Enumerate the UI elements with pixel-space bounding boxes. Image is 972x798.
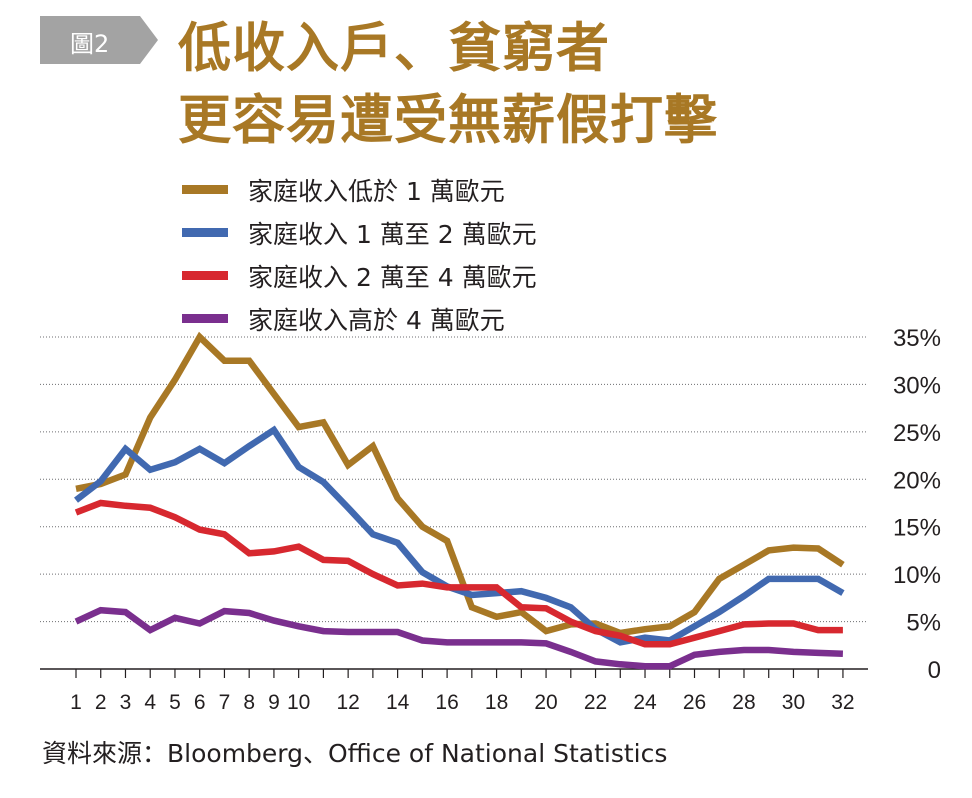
series-line-2 (74, 425, 845, 646)
x-tick-label: 18 (485, 691, 508, 714)
legend-item-series-1: 家庭收入低於 1 萬歐元 (182, 168, 537, 211)
series-line-4 (74, 606, 844, 670)
source-note: 資料來源：Bloomberg、Office of National Statis… (42, 739, 668, 768)
legend-swatch-series-3 (182, 271, 228, 280)
x-tick-label: 6 (194, 691, 206, 714)
chart-legend: 家庭收入低於 1 萬歐元 家庭收入 1 萬至 2 萬歐元 家庭收入 2 萬至 4… (182, 168, 537, 340)
series-line-1 (75, 331, 845, 637)
y-tick-label: 15% (893, 515, 941, 542)
x-tick-label: 9 (268, 691, 280, 714)
y-tick-label: 0 (928, 657, 941, 684)
x-tick-label: 20 (534, 691, 557, 714)
x-tick-label: 16 (435, 691, 458, 714)
y-tick-label: 20% (893, 467, 941, 494)
x-tick-label: 32 (831, 691, 854, 714)
x-tick-label: 3 (120, 691, 132, 714)
y-tick-label: 35% (893, 325, 941, 352)
chart-title-line-1: 低收入戶、貧窮者 (178, 17, 610, 79)
figure-number-label: 圖2 (70, 30, 110, 58)
legend-item-series-4: 家庭收入高於 4 萬歐元 (182, 297, 537, 340)
legend-swatch-series-4 (182, 314, 228, 323)
x-tick-label: 28 (732, 691, 755, 714)
legend-label-series-2: 家庭收入 1 萬至 2 萬歐元 (248, 219, 537, 249)
y-tick-label: 5% (906, 610, 941, 637)
legend-label-series-1: 家庭收入低於 1 萬歐元 (248, 176, 505, 206)
legend-label-series-3: 家庭收入 2 萬至 4 萬歐元 (248, 262, 537, 292)
x-tick-label: 24 (633, 691, 657, 714)
legend-item-series-2: 家庭收入 1 萬至 2 萬歐元 (182, 211, 537, 254)
y-tick-label: 30% (893, 372, 941, 399)
legend-swatch-series-1 (182, 185, 228, 194)
x-tick-label: 22 (584, 691, 607, 714)
figure-tag-arrow-shape (40, 16, 158, 64)
x-tick-label: 30 (782, 691, 805, 714)
x-tick-label: 14 (386, 691, 410, 714)
x-tick-label: 2 (95, 691, 107, 714)
x-tick-label: 8 (243, 691, 255, 714)
legend-label-series-4: 家庭收入高於 4 萬歐元 (248, 305, 505, 335)
x-tick-label: 26 (683, 691, 706, 714)
x-tick-label: 4 (144, 691, 156, 714)
series-line-3 (74, 499, 843, 648)
x-tick-label: 12 (336, 691, 359, 714)
legend-item-series-3: 家庭收入 2 萬至 4 萬歐元 (182, 254, 537, 297)
x-tick-label: 5 (169, 691, 181, 714)
x-tick-label: 7 (219, 691, 231, 714)
x-tick-label: 10 (287, 691, 310, 714)
legend-swatch-series-2 (182, 228, 228, 237)
chart-title-line-2: 更容易遭受無薪假打擊 (178, 89, 718, 151)
x-tick-label: 1 (70, 691, 82, 714)
figure-number-tag: 圖2 (40, 16, 158, 64)
y-tick-label: 25% (893, 420, 941, 447)
y-tick-label: 10% (893, 562, 941, 589)
